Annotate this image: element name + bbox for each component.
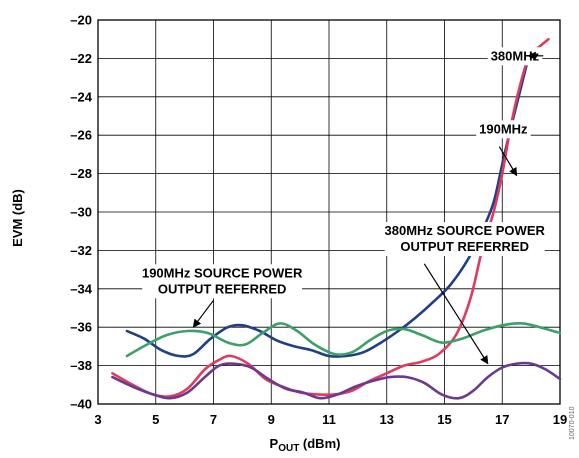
x-tick-label: 15 xyxy=(437,412,451,427)
y-tick-label: –28 xyxy=(70,166,92,181)
y-tick-label: –22 xyxy=(70,51,92,66)
x-tick-label: 7 xyxy=(210,412,217,427)
x-axis-title-main: P xyxy=(270,436,279,451)
annotation-label: 380MHz SOURCE POWER xyxy=(385,223,546,238)
y-tick-label: –30 xyxy=(70,205,92,220)
x-axis-title-rest: (dBm) xyxy=(299,436,340,451)
annotation-label: OUTPUT REFERRED xyxy=(400,239,529,254)
y-axis-title: EVM (dB) xyxy=(10,189,25,247)
annotation-arrow xyxy=(498,146,518,177)
series-layer xyxy=(111,37,562,400)
annotation-background xyxy=(384,222,545,257)
series-line-green xyxy=(125,322,562,358)
y-tick-label: –34 xyxy=(70,281,92,296)
figure-id: 10070-010 xyxy=(569,406,576,440)
x-tick-labels: 3 5 7 9 11 13 15 17 19 xyxy=(94,412,567,427)
annotation-arrow xyxy=(192,299,214,328)
series-line-purple xyxy=(111,361,562,400)
x-axis-title: POUT (dBm) xyxy=(270,436,341,454)
x-tick-label: 11 xyxy=(322,412,336,427)
y-tick-label: –24 xyxy=(70,89,92,104)
annotation-background xyxy=(142,264,303,299)
annotation-arrow xyxy=(423,263,489,365)
y-tick-label: –38 xyxy=(70,358,92,373)
y-tick-label: –40 xyxy=(70,397,92,412)
y-tick-labels: –40 –38 –36 –34 –32 –30 –28 –26 –24 –22 –20 xyxy=(70,13,92,412)
annotation-label: 190MHz SOURCE POWER xyxy=(142,265,303,280)
x-tick-label: 3 xyxy=(94,412,101,427)
y-tick-label: –36 xyxy=(70,320,92,335)
annotation-label: 380MHz xyxy=(491,48,540,63)
x-tick-label: 17 xyxy=(495,412,509,427)
y-tick-label: –32 xyxy=(70,243,92,258)
series-line-red xyxy=(111,37,550,398)
x-axis-title-subscript: OUT xyxy=(278,443,299,454)
x-tick-label: 13 xyxy=(380,412,394,427)
x-tick-label: 9 xyxy=(268,412,275,427)
annotation-background xyxy=(476,120,531,139)
x-tick-label: 5 xyxy=(152,412,159,427)
y-tick-label: –26 xyxy=(70,128,92,143)
y-tick-label: –20 xyxy=(70,13,92,28)
annotation-label: OUTPUT REFERRED xyxy=(158,281,287,296)
series-line-navy xyxy=(125,57,530,358)
annotation-label: 190MHz xyxy=(479,121,528,136)
x-tick-label: 19 xyxy=(553,412,567,427)
